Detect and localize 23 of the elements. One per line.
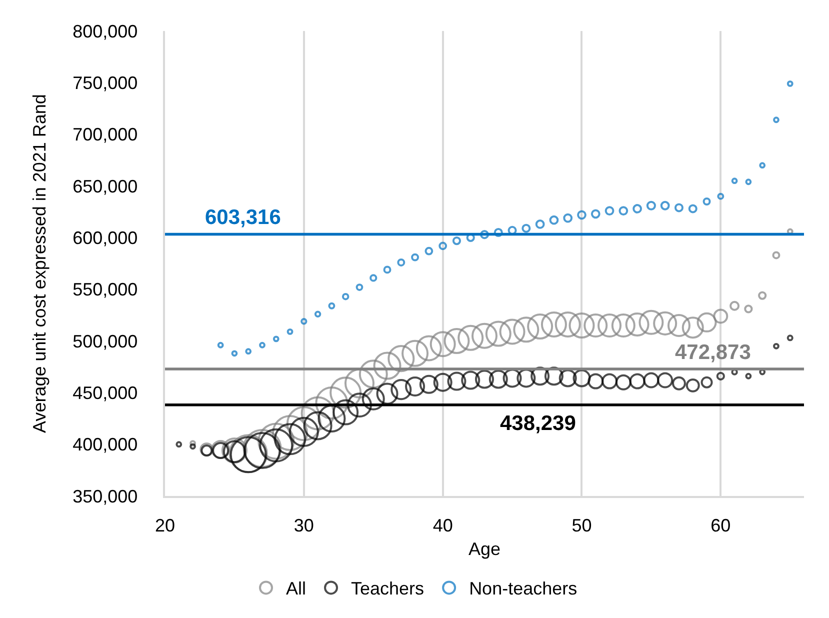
ref-line-label: 472,873	[675, 341, 751, 364]
x-tick-label: 60	[710, 515, 731, 536]
x-axis-title: Age	[468, 538, 501, 559]
legend-label: Teachers	[351, 578, 424, 599]
ref-line-label: 438,239	[500, 412, 576, 435]
ref-line-label: 603,316	[205, 206, 281, 229]
y-tick-label: 450,000	[72, 382, 138, 403]
y-axis-title: Average unit cost expressed in 2021 Rand	[29, 94, 50, 433]
y-tick-label: 650,000	[72, 176, 138, 196]
x-tick-label: 30	[294, 515, 314, 536]
y-tick-label: 350,000	[72, 486, 138, 506]
y-tick-label: 600,000	[72, 228, 138, 248]
x-tick-label: 40	[432, 515, 453, 536]
y-tick-label: 400,000	[72, 434, 138, 455]
x-tick-label: 20	[154, 515, 176, 536]
legend-label: All	[286, 578, 306, 599]
x-tick-label: 50	[572, 515, 592, 536]
y-tick-label: 700,000	[72, 124, 138, 145]
y-tick-label: 750,000	[72, 72, 138, 93]
y-tick-label: 550,000	[72, 280, 138, 300]
legend-label: Non-teachers	[469, 578, 578, 599]
y-tick-label: 500,000	[72, 331, 138, 352]
y-tick-label: 800,000	[72, 21, 138, 42]
